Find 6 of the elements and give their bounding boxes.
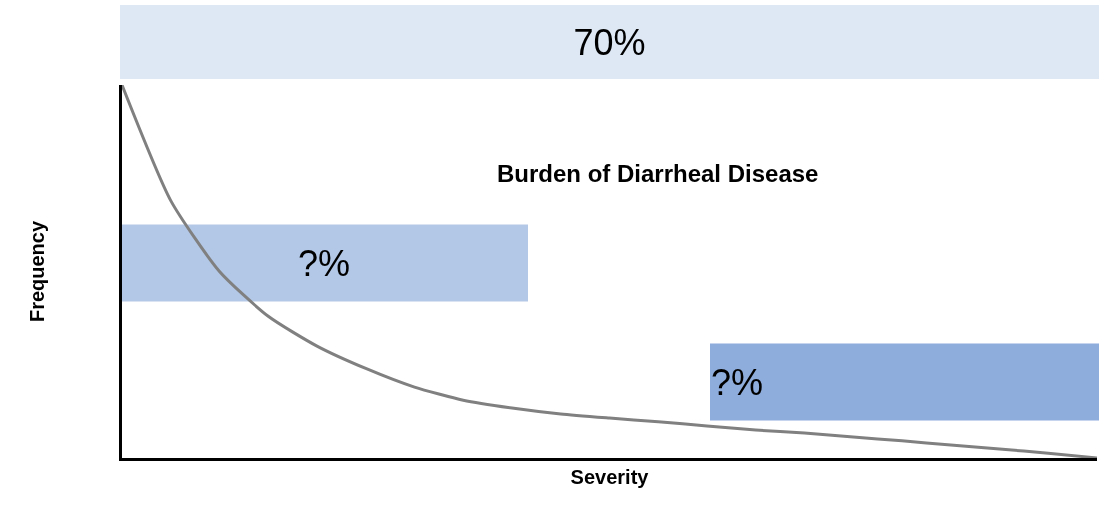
annotation: ?%	[297, 243, 351, 284]
text: 70%	[573, 21, 646, 63]
text: Burden of Diarrheal Disease	[497, 160, 819, 187]
annotation: ?%	[711, 362, 764, 403]
x-axis-title: Severity	[570, 465, 650, 488]
y-axis-title: Frequency	[25, 220, 48, 323]
